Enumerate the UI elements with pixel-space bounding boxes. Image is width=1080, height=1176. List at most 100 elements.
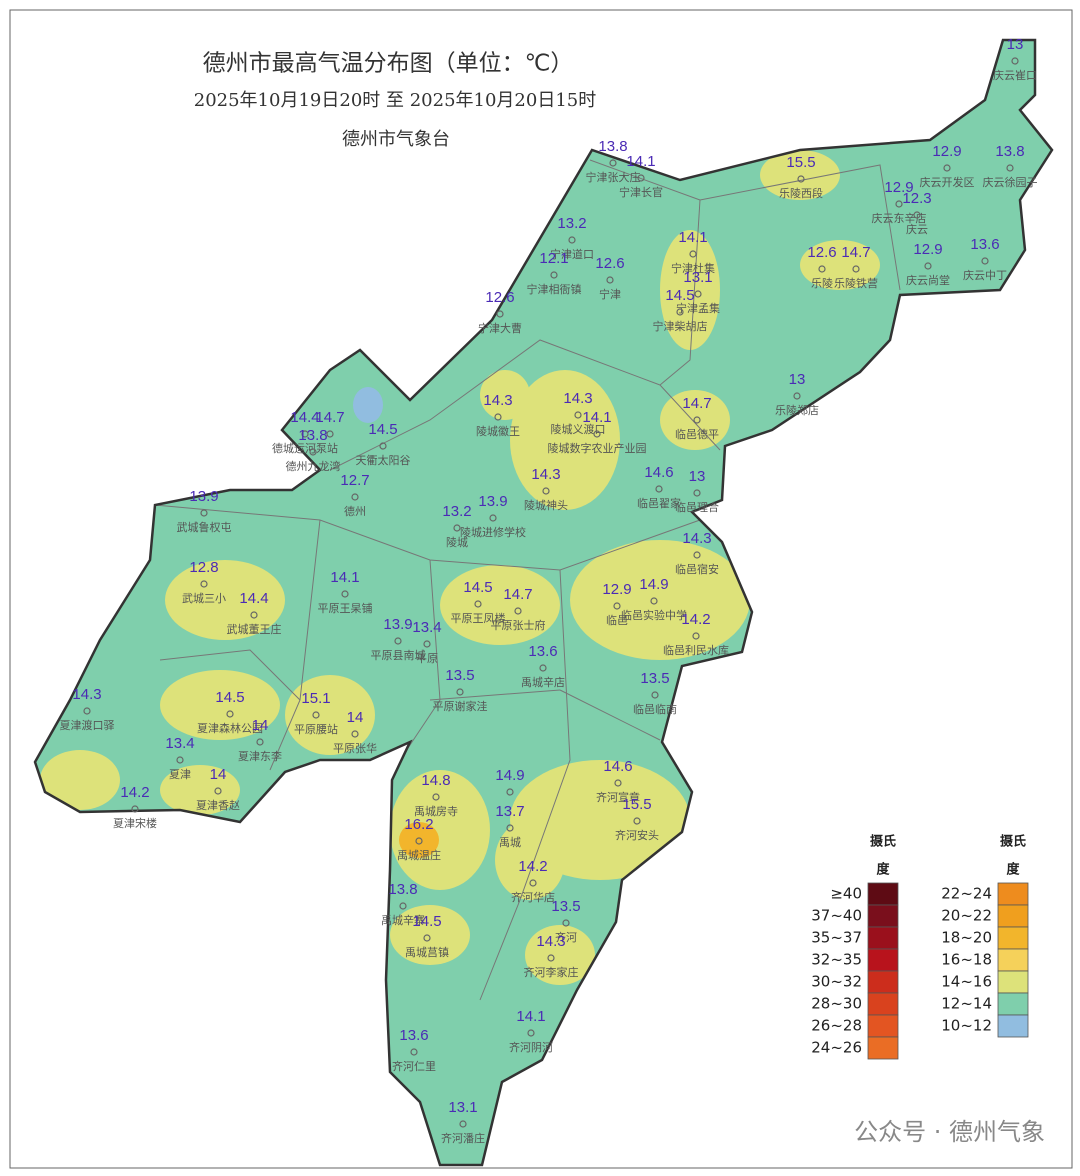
station-name: 宁津大曹 bbox=[478, 321, 522, 335]
station-name: 禹城辛寨 bbox=[381, 913, 425, 927]
legend-label: 32~35 bbox=[811, 951, 862, 969]
station-value: 14.5 bbox=[412, 913, 441, 930]
station-value: 14.5 bbox=[215, 689, 244, 706]
legend-swatch bbox=[997, 882, 1029, 906]
station-name: 平原王凤楼 bbox=[451, 611, 506, 625]
station-dot bbox=[568, 236, 576, 244]
station-name: 庆云徐园子 bbox=[983, 175, 1038, 189]
station-dot bbox=[456, 688, 464, 696]
station-name: 宁津柴胡店 bbox=[653, 319, 708, 333]
station-dot bbox=[432, 793, 440, 801]
station-value: 12.6 bbox=[485, 289, 514, 306]
station-value: 12.9 bbox=[913, 241, 942, 258]
station-value: 14.2 bbox=[681, 611, 710, 628]
station-value: 14.3 bbox=[72, 686, 101, 703]
station-name: 乐陵西段 bbox=[779, 186, 823, 200]
station-name: 乐陵铁营 bbox=[834, 276, 878, 290]
station-value: 14.7 bbox=[841, 244, 870, 261]
station-name: 夏津东李 bbox=[238, 749, 282, 763]
station-dot bbox=[506, 824, 514, 832]
station-dot bbox=[547, 954, 555, 962]
legend-swatch bbox=[867, 992, 899, 1016]
station-dot bbox=[637, 174, 645, 182]
legend-swatch bbox=[867, 1036, 899, 1060]
station-dot bbox=[494, 413, 502, 421]
station-name: 庆云开发区 bbox=[920, 175, 975, 189]
legend-title: 度 bbox=[876, 862, 890, 878]
station-value: 14.9 bbox=[495, 767, 524, 784]
station-name: 夏津渡口驿 bbox=[60, 718, 115, 732]
station-dot bbox=[943, 164, 951, 172]
station-value: 13 bbox=[789, 371, 806, 388]
station-name: 齐河潘庄 bbox=[441, 1131, 485, 1145]
station-dot bbox=[250, 611, 258, 619]
station-dot bbox=[913, 211, 921, 219]
station-name: 庆云中丁 bbox=[963, 268, 1007, 282]
station-value: 14.7 bbox=[315, 409, 344, 426]
station-dot bbox=[529, 879, 537, 887]
station-dot bbox=[506, 788, 514, 796]
station-dot bbox=[200, 509, 208, 517]
station-value: 13.8 bbox=[598, 138, 627, 155]
station-name: 禹城房寺 bbox=[414, 805, 458, 818]
legend-swatch bbox=[997, 1014, 1029, 1038]
station-name: 天衢太阳谷 bbox=[356, 454, 411, 467]
station-dot bbox=[301, 430, 309, 438]
station-name: 宁津长官 bbox=[619, 185, 663, 199]
station-dot bbox=[226, 710, 234, 718]
legend-label: 30~32 bbox=[811, 973, 862, 991]
issuer: 德州市气象台 bbox=[342, 129, 450, 150]
station-dot bbox=[176, 756, 184, 764]
station-name: 齐河宣章 bbox=[596, 790, 640, 804]
station-name: 武城鲁权屯 bbox=[177, 520, 232, 534]
station-value: 13.4 bbox=[412, 619, 441, 636]
legend-label: 37~40 bbox=[811, 907, 862, 925]
station-value: 13.9 bbox=[478, 493, 507, 510]
station-value: 12.6 bbox=[807, 244, 836, 261]
station-dot bbox=[394, 637, 402, 645]
map-title: 德州市最高气温分布图（单位：℃） bbox=[203, 51, 574, 77]
station-name: 临邑利民水库 bbox=[663, 643, 729, 657]
station-name: 平原张华 bbox=[333, 741, 377, 755]
station-name: 德城运河泵站 bbox=[272, 441, 338, 455]
station-name: 陵城数字农业产业园 bbox=[548, 441, 647, 455]
station-dot bbox=[474, 600, 482, 608]
station-value: 12.9 bbox=[932, 143, 961, 160]
station-name: 临邑实验中学 bbox=[621, 608, 687, 622]
station-dot bbox=[341, 590, 349, 598]
station-value: 12.7 bbox=[340, 472, 369, 489]
station-value: 14.8 bbox=[421, 772, 450, 789]
station-dot bbox=[693, 489, 701, 497]
legend-title: 摄氏 bbox=[870, 834, 896, 850]
station-name: 陵城义渡口 bbox=[551, 422, 606, 436]
station-value: 13.1 bbox=[448, 1099, 477, 1116]
station-name: 夏津香赵 bbox=[196, 798, 240, 812]
legend-swatch bbox=[867, 904, 899, 928]
station-name: 宁津道口 bbox=[550, 247, 594, 261]
station-dot bbox=[514, 607, 522, 615]
station-dot bbox=[574, 411, 582, 419]
station-dot bbox=[613, 602, 621, 610]
station-dot bbox=[351, 493, 359, 501]
station-name: 临邑德平 bbox=[675, 427, 719, 441]
station-dot bbox=[650, 597, 658, 605]
station-dot bbox=[1006, 164, 1014, 172]
station-dot bbox=[214, 787, 222, 795]
station-value: 15.5 bbox=[786, 154, 815, 171]
station-name: 庆云崔口 bbox=[993, 68, 1037, 82]
station-dot bbox=[689, 250, 697, 258]
station-name: 齐河仁里 bbox=[392, 1059, 436, 1073]
legend-label: 28~30 bbox=[811, 995, 862, 1013]
station-name: 临邑宿安 bbox=[675, 562, 719, 576]
station-name: 夏津 bbox=[169, 768, 191, 781]
station-value: 14.3 bbox=[563, 390, 592, 407]
station-name: 齐河华店 bbox=[511, 890, 555, 904]
station-value: 14.3 bbox=[483, 392, 512, 409]
station-value: 14.2 bbox=[518, 858, 547, 875]
station-value: 13 bbox=[1007, 36, 1024, 53]
station-value: 14 bbox=[347, 709, 364, 726]
station-value: 14.1 bbox=[626, 153, 655, 170]
station-dot bbox=[1011, 57, 1019, 65]
station-name: 夏津森林公园 bbox=[197, 721, 263, 735]
